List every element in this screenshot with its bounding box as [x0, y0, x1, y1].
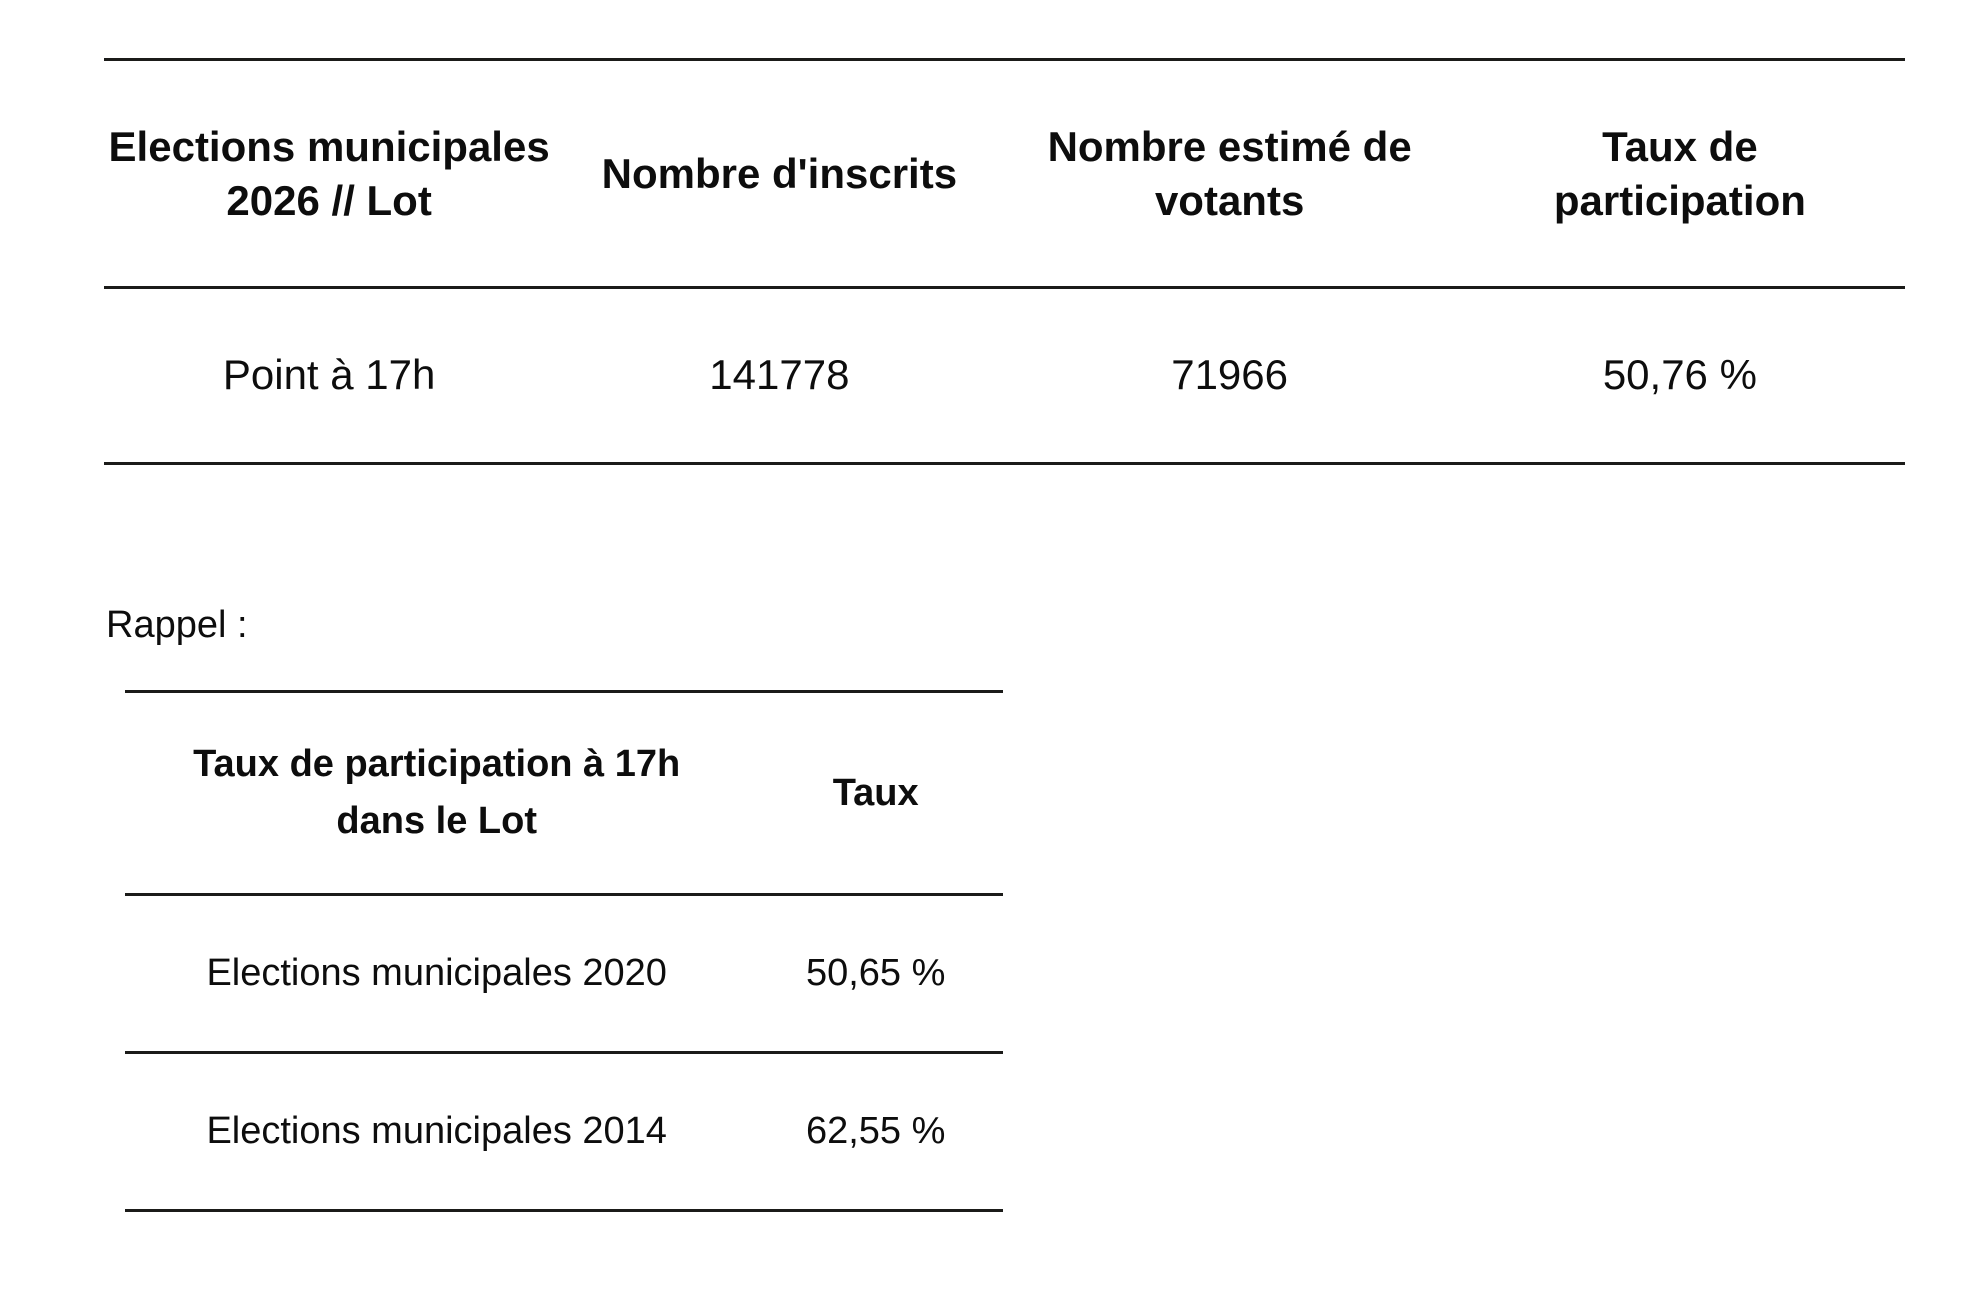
table-header-row: Elections municipales 2026 // Lot Nombre… [104, 61, 1905, 289]
col-header-inscrits: Nombre d'inscrits [601, 149, 958, 197]
table-header-row: Taux de participation à 17h dans le Lot … [125, 693, 1003, 896]
cell-election-2014-taux: 62,55 % [805, 1109, 946, 1152]
cell-votants-value: 71966 [1171, 351, 1289, 399]
col-header-votants: Nombre estimé de votants [1047, 123, 1412, 224]
historical-rates-table: Taux de participation à 17h dans le Lot … [125, 690, 1003, 1212]
table-row-point-17h: Point à 17h 141778 71966 50,76 % [104, 289, 1905, 465]
col-header-taux: Taux [832, 771, 919, 814]
cell-row-label: Point à 17h [222, 351, 436, 399]
table-row-2014: Elections municipales 2014 62,55 % [125, 1054, 1003, 1212]
cell-election-2020-taux: 50,65 % [805, 951, 946, 994]
col-header-election-lot: Elections municipales 2026 // Lot [108, 123, 550, 224]
participation-summary-table: Elections municipales 2026 // Lot Nombre… [104, 58, 1905, 465]
table-row-2020: Elections municipales 2020 50,65 % [125, 896, 1003, 1054]
col-header-taux-participation: Taux de participation [1553, 123, 1806, 224]
col-header-taux-17h-lot: Taux de participation à 17h dans le Lot [193, 743, 681, 842]
cell-election-2020-label: Elections municipales 2020 [206, 951, 667, 994]
cell-inscrits-value: 141778 [709, 351, 850, 399]
rappel-label: Rappel : [106, 604, 248, 646]
cell-election-2014-label: Elections municipales 2014 [206, 1109, 667, 1152]
cell-taux-value: 50,76 % [1602, 351, 1757, 399]
